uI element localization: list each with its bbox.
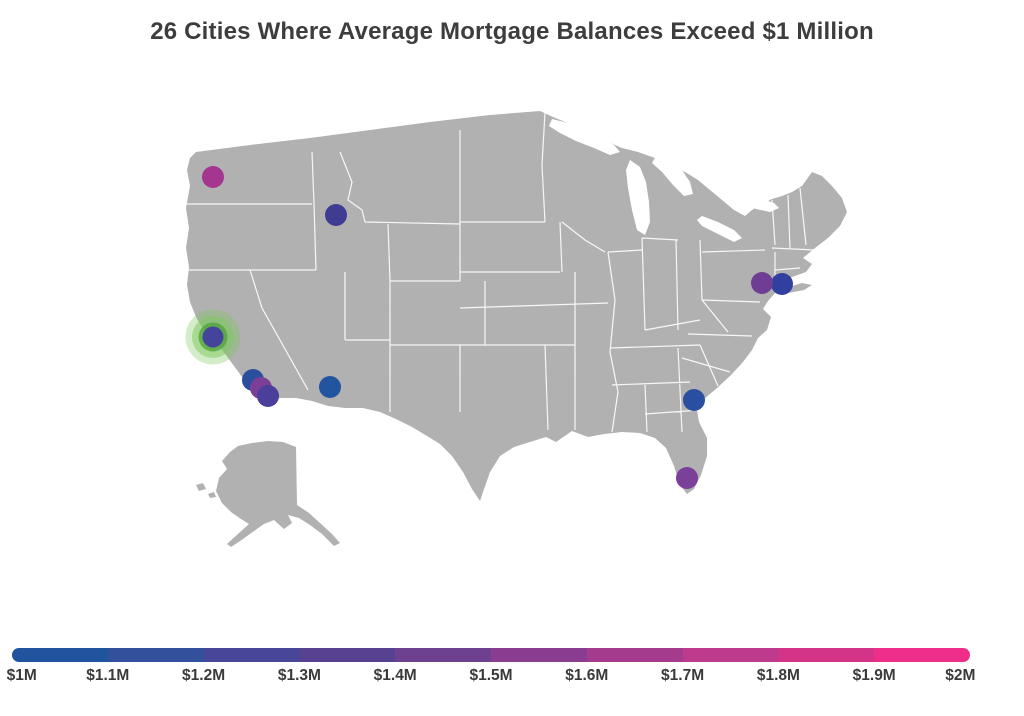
legend-tick-label: $1M [6, 667, 37, 684]
legend-tick-label: $1.6M [565, 667, 609, 684]
city-dot-pacific-northwest[interactable] [202, 166, 224, 188]
legend-segment [874, 648, 970, 662]
legend-tick-label: $1.8M [756, 667, 800, 684]
long-island [786, 283, 812, 293]
legend-segment [299, 648, 396, 662]
legend-tick-label: $1.1M [86, 667, 130, 684]
legend-tick-label: $1.9M [852, 667, 896, 684]
legend-segment [395, 648, 491, 662]
city-dots [202, 166, 793, 489]
city-dot-southeast-atlantic-coast[interactable] [683, 389, 705, 411]
legend-segment [107, 648, 204, 662]
great-lakes [549, 119, 779, 242]
legend-segment [778, 648, 875, 662]
city-dot-new-york-metro-east[interactable] [771, 273, 793, 295]
legend-tick-label: $1.2M [182, 667, 226, 684]
chart-title: 26 Cities Where Average Mortgage Balance… [150, 18, 874, 45]
city-dot-northern-rockies[interactable] [325, 204, 347, 226]
legend-segment [490, 648, 587, 662]
legend-tick-label: $2M [945, 667, 976, 684]
legend-tick-label: $1.5M [469, 667, 513, 684]
alaska-landmass [196, 441, 340, 547]
legend-gradient-bar [12, 648, 970, 662]
city-dot-northern-california-coast[interactable] [202, 326, 224, 348]
city-dot-arizona[interactable] [319, 376, 341, 398]
city-dot-south-florida[interactable] [676, 467, 698, 489]
legend-tick-label: $1.4M [373, 667, 417, 684]
state-borders [186, 111, 816, 433]
legend-segment [682, 648, 779, 662]
legend-segment [586, 648, 683, 662]
legend-segment [12, 648, 108, 662]
legend-segment [203, 648, 300, 662]
city-dot-southern-california-3[interactable] [257, 385, 279, 407]
legend-tick-label: $1.7M [661, 667, 705, 684]
legend-tick-label: $1.3M [277, 667, 321, 684]
legend-tick-labels: $1M $1.1M $1.2M $1.3M $1.4M $1.5M $1.6M $1.7M $1… [7, 667, 976, 689]
city-dot-new-york-metro-west[interactable] [751, 272, 773, 294]
